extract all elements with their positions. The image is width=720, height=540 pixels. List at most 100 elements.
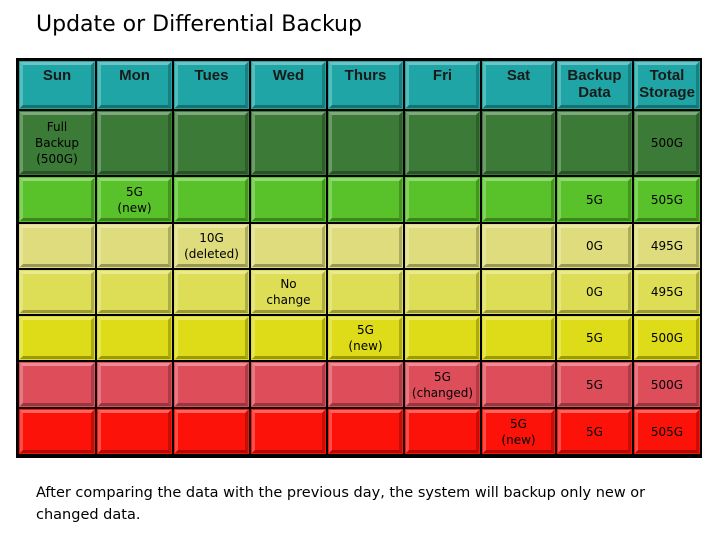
header-label: Tues xyxy=(194,67,229,84)
table-cell xyxy=(250,110,327,176)
table-cell xyxy=(556,110,633,176)
backup-table: Sun Mon Tues Wed Thurs Fri Sat Backup Data Total… xyxy=(16,58,702,458)
table-cell xyxy=(96,408,173,455)
table-cell xyxy=(96,223,173,269)
table-cell xyxy=(481,269,556,315)
page-title: Update or Differential Backup xyxy=(36,12,362,37)
cell-text: 495G xyxy=(650,239,684,253)
header-cell: Total Storage xyxy=(633,60,701,110)
table-cell xyxy=(404,223,481,269)
table-cell xyxy=(173,315,250,361)
cell-text: 495G xyxy=(650,285,684,299)
table-cell: 5G xyxy=(556,408,633,455)
cell-text: 5G (new) xyxy=(348,323,383,353)
table-cell xyxy=(250,408,327,455)
table-cell: 10G (deleted) xyxy=(173,223,250,269)
header-cell: Wed xyxy=(250,60,327,110)
table-cell xyxy=(250,176,327,223)
cell-text: Full Backup (500G) xyxy=(35,120,79,166)
table-cell: 5G xyxy=(556,176,633,223)
header-label: Total Storage xyxy=(639,67,695,101)
cell-text: 500G xyxy=(650,331,684,345)
table-cell xyxy=(327,361,404,408)
cell-text: 5G xyxy=(586,377,603,392)
table-cell xyxy=(327,269,404,315)
table-cell: 5G (new) xyxy=(481,408,556,455)
table-cell xyxy=(173,110,250,176)
header-cell: Mon xyxy=(96,60,173,110)
table-cell xyxy=(173,361,250,408)
table-cell: Full Backup (500G) xyxy=(18,110,96,176)
table-cell xyxy=(404,176,481,223)
table-cell xyxy=(404,269,481,315)
table-cell xyxy=(173,408,250,455)
header-cell: Fri xyxy=(404,60,481,110)
table-cell xyxy=(250,223,327,269)
cell-text: 505G xyxy=(650,424,684,439)
cell-text: 5G xyxy=(586,424,603,439)
table-cell: 5G xyxy=(556,315,633,361)
table-cell: 5G xyxy=(556,361,633,408)
table-cell: 495G xyxy=(633,269,701,315)
table-cell: 505G xyxy=(633,176,701,223)
table-cell xyxy=(250,361,327,408)
cell-text: 5G xyxy=(586,331,603,345)
table-cell xyxy=(96,269,173,315)
header-cell: Sat xyxy=(481,60,556,110)
table-cell: 500G xyxy=(633,110,701,176)
cell-text: 500G xyxy=(650,377,684,392)
table-cell: 5G (new) xyxy=(327,315,404,361)
table-cell xyxy=(327,176,404,223)
table-cell xyxy=(96,361,173,408)
cell-text: 0G xyxy=(586,285,603,299)
table-cell xyxy=(327,223,404,269)
cell-text: 505G xyxy=(650,192,684,207)
header-cell: Backup Data xyxy=(556,60,633,110)
table-cell xyxy=(481,315,556,361)
table-cell xyxy=(327,408,404,455)
table-cell xyxy=(481,361,556,408)
header-cell: Sun xyxy=(18,60,96,110)
cell-text: 5G xyxy=(586,192,603,207)
table-cell xyxy=(404,408,481,455)
table-cell xyxy=(404,110,481,176)
cell-text: 500G xyxy=(650,136,684,150)
table-cell: 5G (changed) xyxy=(404,361,481,408)
cell-text: 5G (changed) xyxy=(411,369,474,400)
table-cell xyxy=(18,315,96,361)
table-cell xyxy=(173,269,250,315)
header-label: Backup Data xyxy=(567,67,622,101)
table-cell xyxy=(327,110,404,176)
table-cell: 5G (new) xyxy=(96,176,173,223)
table-cell: 500G xyxy=(633,315,701,361)
table-cell xyxy=(18,361,96,408)
cell-text: 5G (new) xyxy=(501,416,536,447)
header-cell: Tues xyxy=(173,60,250,110)
table-cell xyxy=(250,315,327,361)
table-cell: 495G xyxy=(633,223,701,269)
table-cell: 500G xyxy=(633,361,701,408)
table-cell xyxy=(18,408,96,455)
table-cell xyxy=(18,269,96,315)
header-label: Thurs xyxy=(344,67,387,84)
table-cell xyxy=(481,223,556,269)
header-cell: Thurs xyxy=(327,60,404,110)
table-cell: 0G xyxy=(556,223,633,269)
header-label: Sun xyxy=(42,67,72,84)
table-cell xyxy=(404,315,481,361)
cell-text: 5G (new) xyxy=(117,184,152,215)
table-cell xyxy=(173,176,250,223)
cell-text: 0G xyxy=(586,239,603,253)
table-cell xyxy=(96,315,173,361)
header-label: Sat xyxy=(506,67,531,84)
table-cell xyxy=(481,176,556,223)
cell-text: No change xyxy=(266,277,311,307)
cell-text: 10G (deleted) xyxy=(184,231,239,261)
table-cell: 505G xyxy=(633,408,701,455)
table-cell xyxy=(18,223,96,269)
header-label: Mon xyxy=(119,67,150,84)
table-cell xyxy=(481,110,556,176)
header-label: Fri xyxy=(432,67,453,84)
table-cell: No change xyxy=(250,269,327,315)
table-cell: 0G xyxy=(556,269,633,315)
